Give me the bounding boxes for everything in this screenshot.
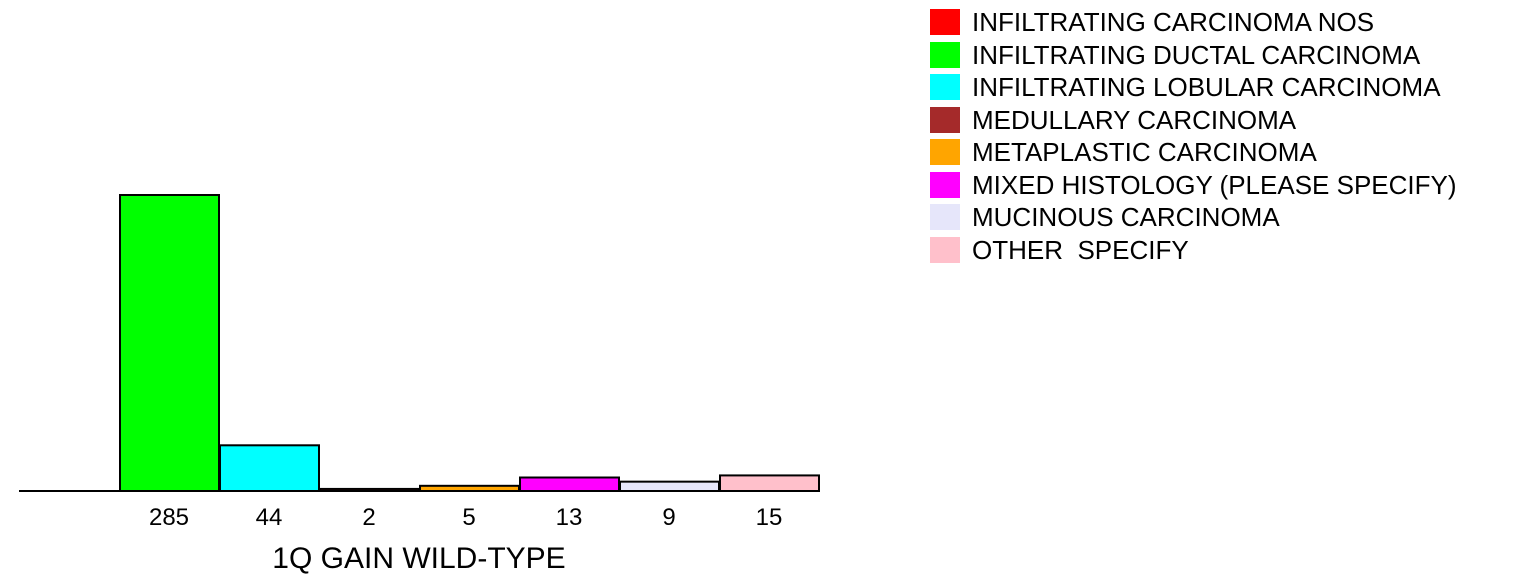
- legend-item: MIXED HISTOLOGY (PLEASE SPECIFY): [930, 169, 1457, 202]
- legend-label: OTHER SPECIFY: [972, 234, 1189, 265]
- data-label-2: 285: [149, 504, 189, 531]
- legend-item: MEDULLARY CARCINOMA: [930, 104, 1457, 137]
- legend-label: MEDULLARY CARCINOMA: [972, 104, 1297, 135]
- legend-item: METAPLASTIC CARCINOMA: [930, 136, 1457, 169]
- legend-label: MIXED HISTOLOGY (PLEASE SPECIFY): [972, 169, 1457, 200]
- legend-label: MUCINOUS CARCINOMA: [972, 202, 1280, 233]
- legend-swatch: [930, 41, 960, 68]
- legend-item: INFILTRATING CARCINOMA NOS: [930, 6, 1457, 39]
- data-label-4: 2: [362, 504, 375, 531]
- legend-item: INFILTRATING DUCTAL CARCINOMA: [930, 39, 1457, 72]
- bar-6: [519, 476, 620, 493]
- data-label-8: 15: [756, 504, 783, 531]
- legend-swatch: [930, 139, 960, 166]
- data-labels: 285 44 2 5 13 9 15: [149, 504, 782, 531]
- data-label-5: 5: [462, 504, 475, 531]
- legend-item: MUCINOUS CARCINOMA: [930, 201, 1457, 234]
- data-label-6: 13: [556, 504, 583, 531]
- legend: INFILTRATING CARCINOMA NOS INFILTRATING D…: [930, 6, 1457, 266]
- legend-item: OTHER SPECIFY: [930, 234, 1457, 267]
- legend-swatch: [930, 236, 960, 263]
- bar-7: [619, 480, 720, 492]
- legend-item: INFILTRATING LOBULAR CARCINOMA: [930, 71, 1457, 104]
- bar-3: [219, 444, 320, 493]
- legend-swatch: [930, 204, 960, 231]
- bar-8: [719, 474, 820, 492]
- legend-swatch: [930, 74, 960, 101]
- data-label-3: 44: [256, 504, 283, 531]
- legend-label: INFILTRATING DUCTAL CARCINOMA: [972, 39, 1421, 70]
- x-axis-label: 1Q GAIN WILD-TYPE: [272, 542, 565, 575]
- bar-2: [119, 194, 220, 492]
- bars: [119, 194, 820, 493]
- legend-swatch: [930, 106, 960, 133]
- legend-label: METAPLASTIC CARCINOMA: [972, 137, 1317, 168]
- legend-swatch: [930, 9, 960, 36]
- data-label-7: 9: [662, 504, 675, 531]
- legend-swatch: [930, 171, 960, 198]
- legend-label: INFILTRATING LOBULAR CARCINOMA: [972, 72, 1441, 103]
- legend-label: INFILTRATING CARCINOMA NOS: [972, 7, 1375, 38]
